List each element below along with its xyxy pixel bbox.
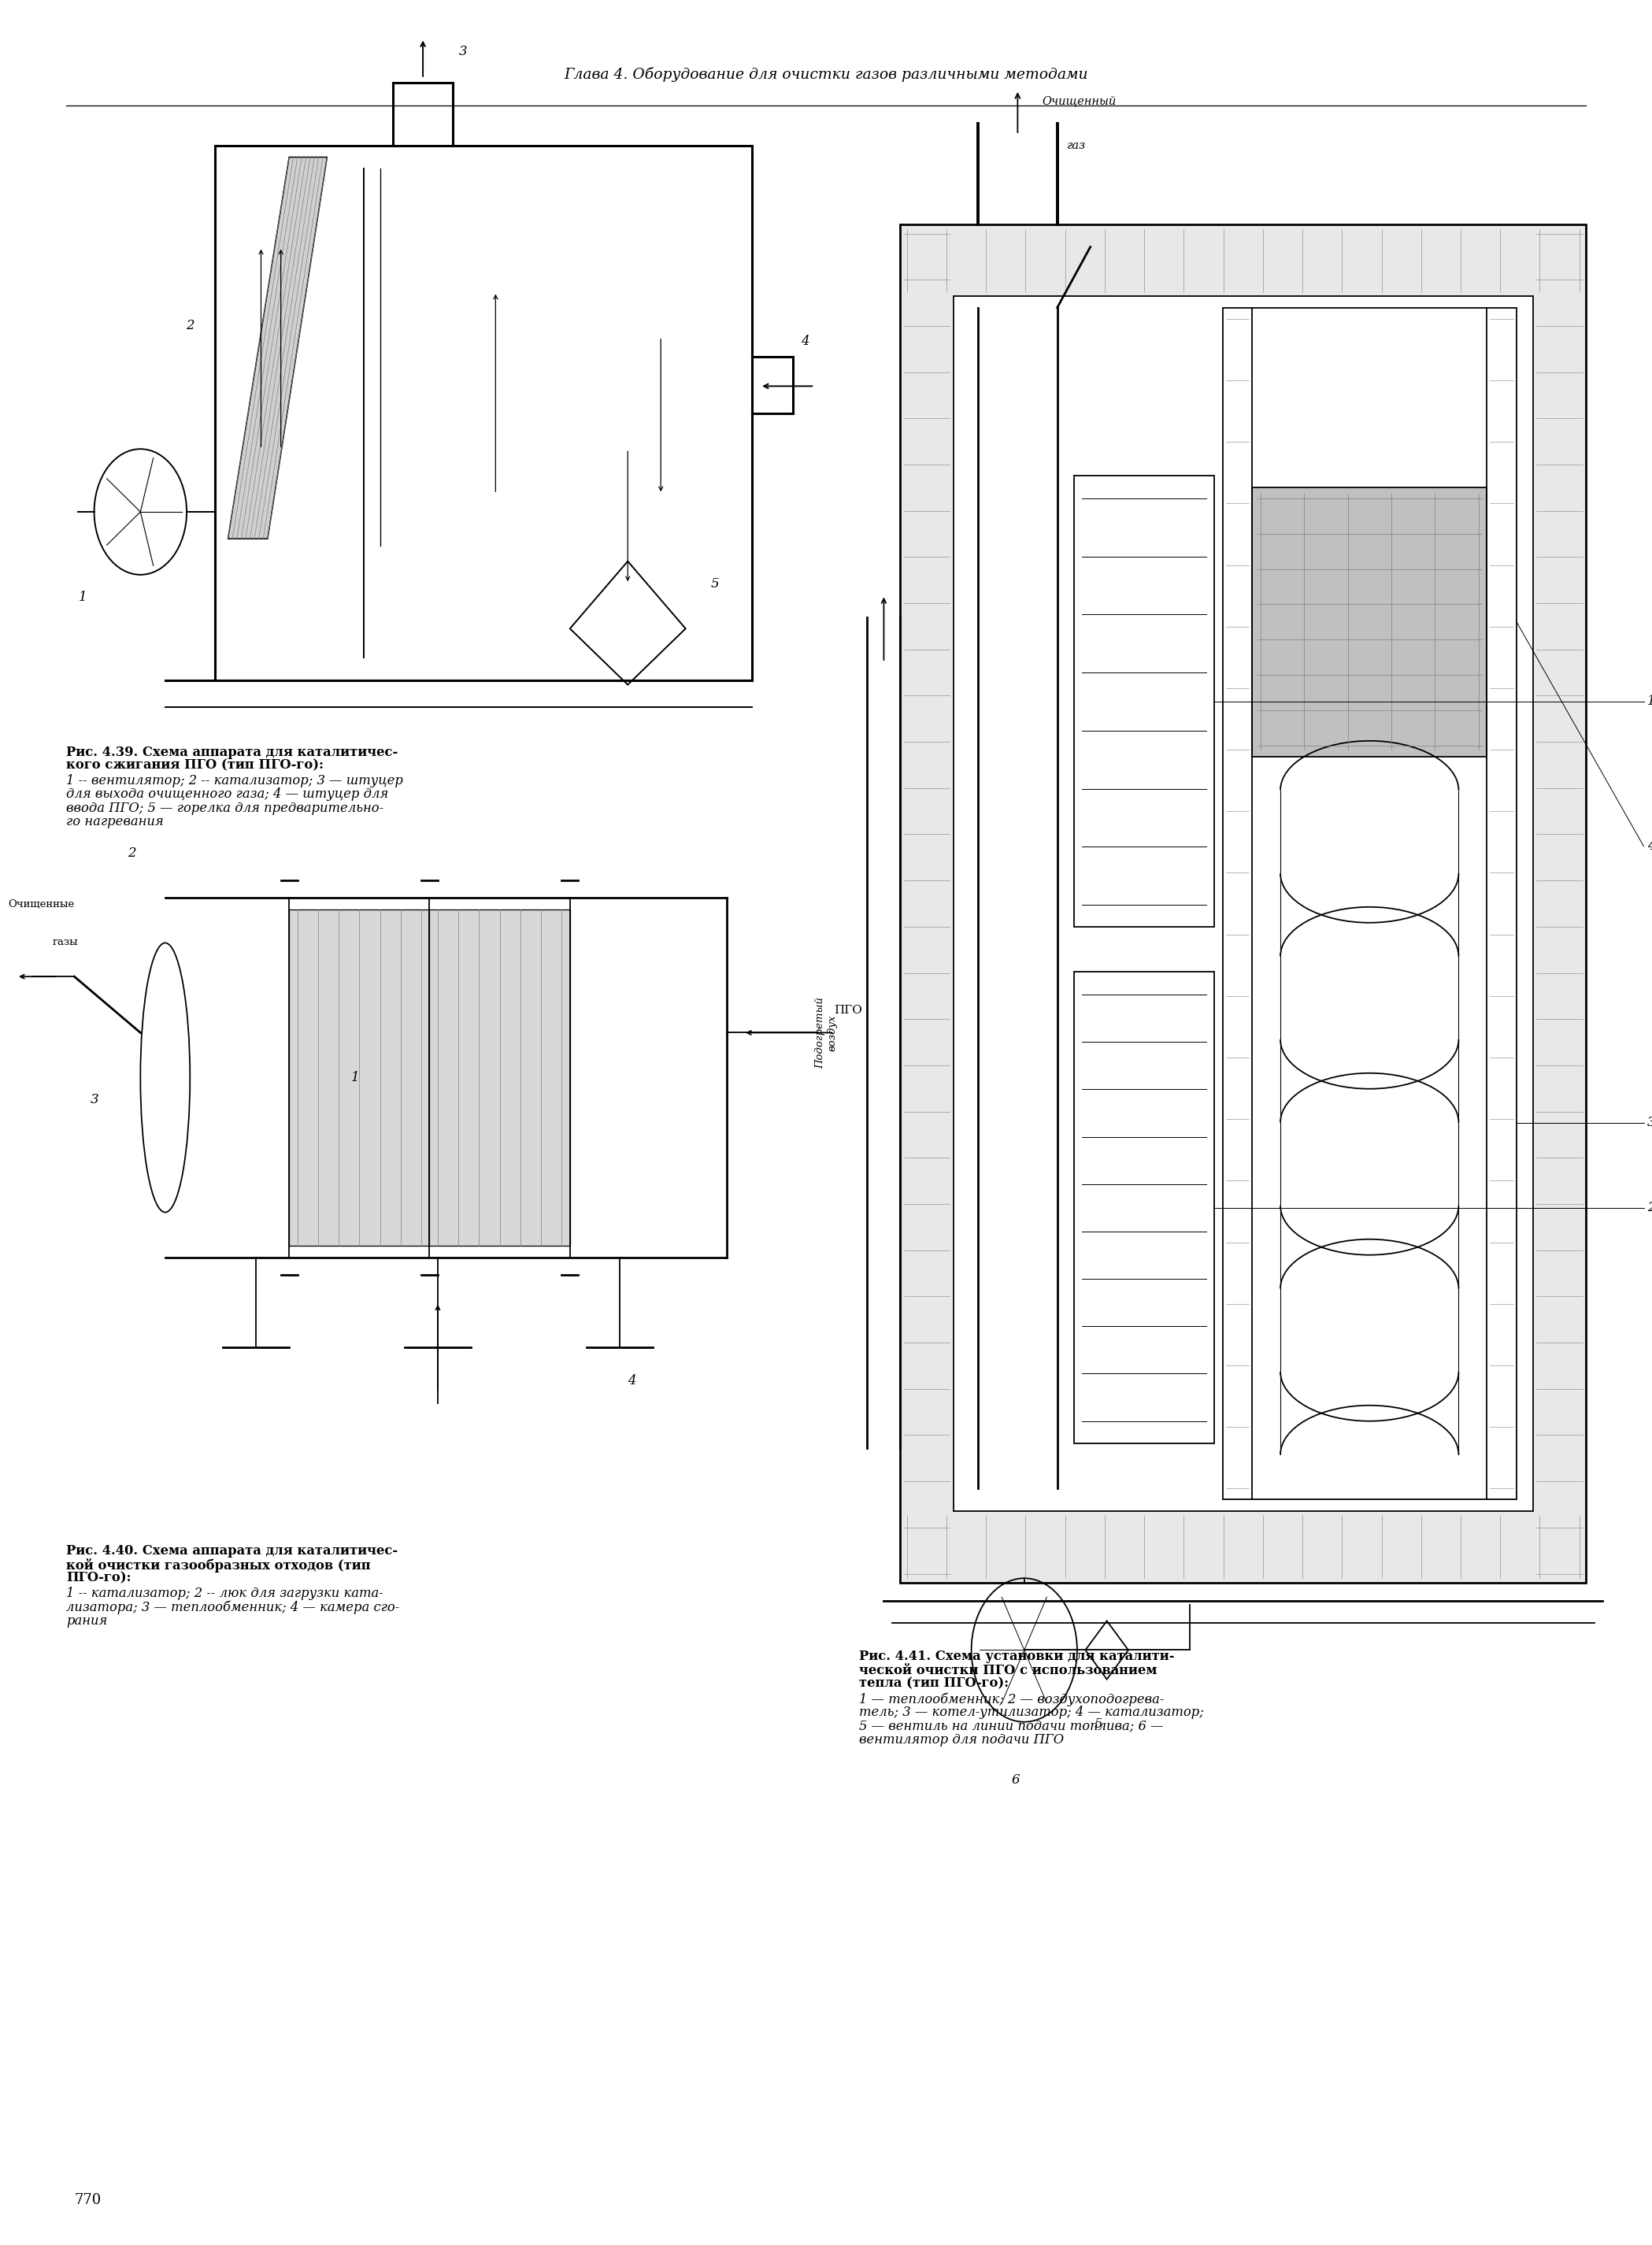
Bar (1074, 476, 1214, 927)
Text: 3: 3 (459, 45, 468, 58)
Bar (215, 146, 752, 680)
Text: 3: 3 (1647, 1116, 1652, 1129)
Text: 4: 4 (801, 335, 809, 348)
Text: лизатора; 3 — теплообменник; 4 — камера сго-: лизатора; 3 — теплообменник; 4 — камера … (66, 1601, 400, 1614)
Text: 1 -- катализатор; 2 -- люк для загрузки ката-: 1 -- катализатор; 2 -- люк для загрузки … (66, 1587, 383, 1601)
Text: Рис. 4.39. Схема аппарата для каталитичес-: Рис. 4.39. Схема аппарата для каталитиче… (66, 745, 398, 759)
Text: 6: 6 (1011, 1774, 1021, 1787)
Text: Очищенные: Очищенные (8, 898, 74, 909)
Bar (1074, 972, 1214, 1444)
Text: 5 — вентиль на линии подачи топлива; 6 —: 5 — вентиль на линии подачи топлива; 6 — (859, 1720, 1163, 1733)
Text: 1: 1 (78, 590, 88, 604)
Text: 4: 4 (628, 1374, 636, 1387)
Bar (953, 296, 1533, 1511)
Text: Рис. 4.41. Схема установки для каталити-: Рис. 4.41. Схема установки для каталити- (859, 1650, 1175, 1664)
Text: 3: 3 (91, 1093, 99, 1107)
Text: ввода ПГО; 5 — горелка для предварительно-: ввода ПГО; 5 — горелка для предварительн… (66, 801, 383, 815)
Text: 1: 1 (1647, 696, 1652, 707)
Text: 770: 770 (74, 2193, 101, 2207)
Text: ПГО-го):: ПГО-го): (66, 1572, 131, 1585)
Text: 2: 2 (127, 846, 137, 860)
Text: вентилятор для подачи ПГО: вентилятор для подачи ПГО (859, 1733, 1064, 1747)
Text: Очищенный: Очищенный (1042, 97, 1117, 106)
Polygon shape (1085, 1621, 1128, 1679)
Text: 2: 2 (1647, 1201, 1652, 1215)
Text: ческой очистки ПГО с использованием: ческой очистки ПГО с использованием (859, 1664, 1156, 1677)
Text: Рис. 4.40. Схема аппарата для каталитичес-: Рис. 4.40. Схема аппарата для каталитиче… (66, 1545, 398, 1558)
Text: 4: 4 (1647, 840, 1652, 853)
Text: 1: 1 (350, 1071, 360, 1084)
Text: 1 -- вентилятор; 2 -- катализатор; 3 — штуцер: 1 -- вентилятор; 2 -- катализатор; 3 — ш… (66, 775, 403, 788)
Text: газы: газы (53, 936, 79, 947)
Text: ПГО: ПГО (834, 1006, 862, 1015)
Bar (289, 909, 430, 1246)
Text: кой очистки газообразных отходов (тип: кой очистки газообразных отходов (тип (66, 1558, 370, 1572)
Bar (430, 909, 570, 1246)
Text: 5: 5 (710, 577, 719, 590)
Text: Глава 4. Оборудование для очистки газов различными методами: Глава 4. Оборудование для очистки газов … (563, 67, 1089, 81)
Bar (900, 225, 1586, 1583)
Text: кого сжигания ПГО (тип ПГО-го):: кого сжигания ПГО (тип ПГО-го): (66, 759, 324, 772)
Text: Подогретый
воздух: Подогретый воздух (814, 997, 838, 1069)
Text: го нагревания: го нагревания (66, 815, 164, 828)
Text: 5: 5 (1094, 1717, 1104, 1731)
Text: тель; 3 — котел-утилизатор; 4 — катализатор;: тель; 3 — котел-утилизатор; 4 — катализа… (859, 1706, 1204, 1720)
Text: газ: газ (1067, 141, 1085, 150)
Text: рания: рания (66, 1614, 107, 1628)
Text: тепла (тип ПГО-го):: тепла (тип ПГО-го): (859, 1677, 1009, 1690)
Text: для выхода очищенного газа; 4 — штуцер для: для выхода очищенного газа; 4 — штуцер д… (66, 788, 388, 801)
Text: 2: 2 (185, 319, 195, 332)
Text: 1 — теплообменник; 2 — воздухоподогрева-: 1 — теплообменник; 2 — воздухоподогрева- (859, 1693, 1165, 1706)
Polygon shape (228, 157, 327, 539)
Bar (1222, 308, 1517, 1500)
Bar (1252, 487, 1487, 757)
